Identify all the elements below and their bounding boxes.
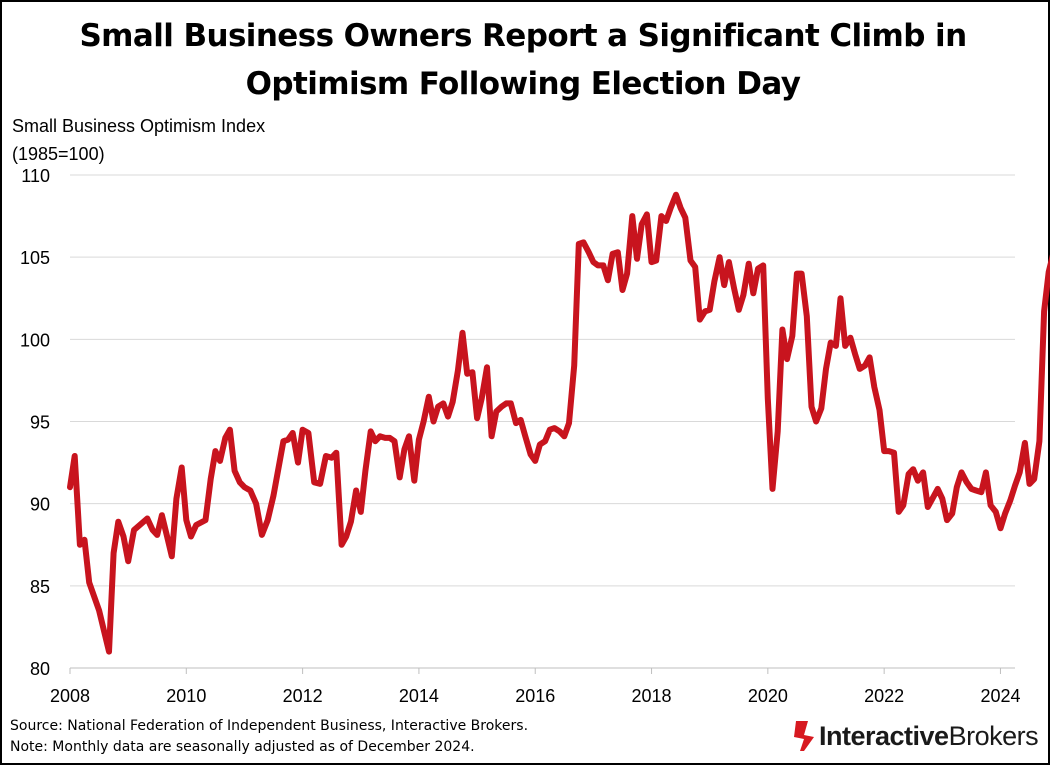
x-tick-label: 2016	[515, 686, 555, 706]
y-axis-unit-label: (1985=100)	[12, 144, 105, 164]
x-tick-label: 2010	[166, 686, 206, 706]
logo-text-bold: Interactive	[819, 720, 949, 751]
x-tick-label: 2008	[50, 686, 90, 706]
ib-logo-mark-icon	[794, 721, 814, 751]
x-tick-label: 2018	[632, 686, 672, 706]
chart-title: Small Business Owners Report a Significa…	[79, 18, 967, 102]
x-tick-label: 2020	[748, 686, 788, 706]
y-tick-label: 95	[30, 413, 50, 433]
y-axis-label: Small Business Optimism Index	[12, 116, 265, 136]
x-axis-ticks: 2008 2010 2012 2014 2016 2018 2020 2022 2024	[50, 668, 1020, 706]
y-tick-label: 90	[30, 495, 50, 515]
source-note: Source: National Federation of Independe…	[10, 718, 529, 734]
gridlines	[70, 174, 1015, 669]
logo-text-light: Brokers	[948, 720, 1039, 751]
series-line-0	[67, 191, 1050, 655]
x-tick-label: 2022	[864, 686, 904, 706]
x-tick-label: 2012	[283, 686, 323, 706]
series-layer	[67, 191, 1050, 655]
x-tick-label: 2014	[399, 686, 439, 706]
y-tick-label: 85	[30, 577, 50, 597]
y-tick-label: 80	[30, 659, 50, 679]
interactive-brokers-logo: InteractiveBrokers	[790, 716, 1039, 756]
y-tick-label: 110	[21, 166, 50, 186]
y-tick-label: 105	[20, 248, 50, 268]
logo-text: InteractiveBrokers	[819, 720, 1039, 752]
y-tick-label: 100	[20, 330, 50, 350]
x-tick-label: 2024	[980, 686, 1020, 706]
footnote: Note: Monthly data are seasonally adjust…	[10, 739, 475, 755]
y-axis-ticks: 80 85 90 95 100 105 110	[20, 166, 50, 679]
